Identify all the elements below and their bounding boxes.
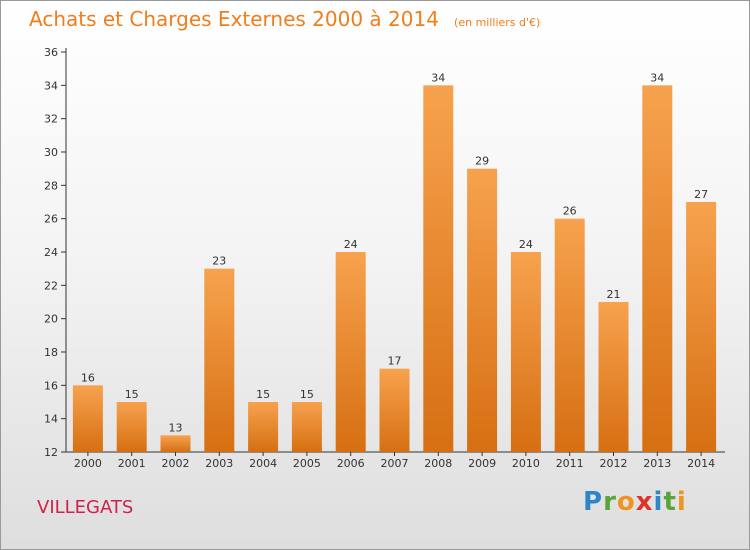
bar (116, 402, 147, 452)
x-tick-label: 2001 (118, 457, 146, 470)
x-tick-label: 2005 (293, 457, 321, 470)
commune-name: VILLEGATS (37, 497, 134, 518)
bar-value-label: 15 (125, 388, 139, 401)
logo-letter: r (603, 487, 617, 517)
unit-note: (en milliers d'€) (454, 16, 541, 29)
x-tick-label: 2014 (687, 457, 715, 470)
logo-letter: i (676, 487, 687, 517)
logo-letter: i (653, 487, 664, 517)
logo-letter: P (583, 487, 604, 517)
bar-value-label: 34 (650, 71, 664, 84)
proxiti-logo: Proxiti (583, 487, 687, 517)
y-tick-label: 28 (44, 179, 58, 192)
bar (598, 302, 629, 452)
bar (423, 85, 454, 452)
x-tick-label: 2010 (512, 457, 540, 470)
x-tick-label: 2004 (249, 457, 277, 470)
bar-value-label: 29 (475, 155, 489, 168)
bar-value-label: 26 (563, 205, 577, 218)
bar (204, 268, 235, 452)
y-tick-label: 16 (44, 379, 58, 392)
y-tick-label: 36 (44, 46, 58, 59)
bar (160, 435, 191, 452)
x-tick-label: 2000 (74, 457, 102, 470)
bar-value-label: 21 (607, 288, 621, 301)
chart-title: Achats et Charges Externes 2000 à 2014 (29, 7, 439, 31)
x-tick-label: 2011 (556, 457, 584, 470)
bar-value-label: 34 (431, 71, 445, 84)
y-tick-label: 14 (44, 413, 58, 426)
y-tick-label: 12 (44, 446, 58, 459)
bar-value-label: 23 (212, 255, 226, 268)
bar (72, 385, 103, 452)
y-tick-label: 22 (44, 279, 58, 292)
y-tick-label: 30 (44, 146, 58, 159)
y-tick-label: 34 (44, 79, 58, 92)
x-tick-label: 2006 (337, 457, 365, 470)
bar (510, 252, 541, 452)
bar-value-label: 15 (256, 388, 270, 401)
bar (248, 402, 279, 452)
x-tick-label: 2009 (468, 457, 496, 470)
bar (379, 368, 410, 452)
bar (335, 252, 366, 452)
x-tick-label: 2003 (205, 457, 233, 470)
bar (467, 168, 498, 452)
title-block: Achats et Charges Externes 2000 à 2014 (… (29, 7, 540, 31)
y-tick-label: 32 (44, 113, 58, 126)
y-tick-label: 24 (44, 246, 58, 259)
y-tick-label: 26 (44, 213, 58, 226)
bar (291, 402, 322, 452)
bar-value-label: 27 (694, 188, 708, 201)
bar (642, 85, 673, 452)
bar-value-label: 13 (169, 421, 183, 434)
x-tick-label: 2008 (424, 457, 452, 470)
logo-letter: t (663, 487, 677, 517)
bar-value-label: 24 (519, 238, 533, 251)
x-tick-label: 2002 (162, 457, 190, 470)
bar-value-label: 15 (300, 388, 314, 401)
bar (554, 218, 585, 452)
logo-letter: x (635, 487, 654, 517)
bar-value-label: 17 (388, 355, 402, 368)
bar-value-label: 16 (81, 371, 95, 384)
bar-value-label: 24 (344, 238, 358, 251)
logo-letter: o (616, 487, 636, 517)
y-tick-label: 18 (44, 346, 58, 359)
x-tick-label: 2013 (643, 457, 671, 470)
bar (686, 202, 717, 452)
x-tick-label: 2007 (381, 457, 409, 470)
y-tick-label: 20 (44, 313, 58, 326)
x-tick-label: 2012 (600, 457, 628, 470)
